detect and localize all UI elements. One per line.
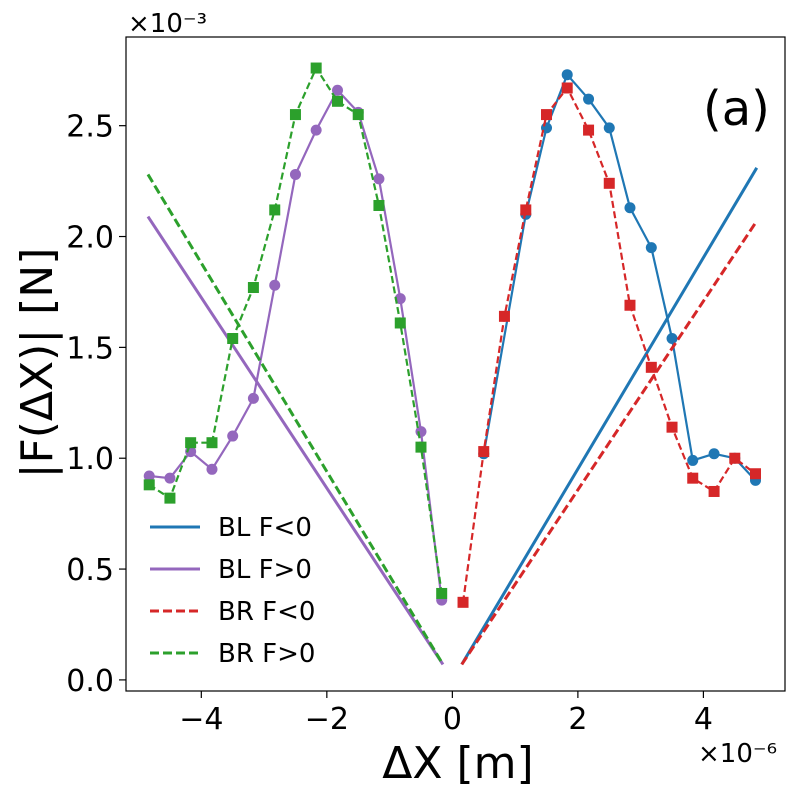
data-point-br-f-0 <box>269 204 281 216</box>
data-point-bl-f-0 <box>247 392 259 404</box>
legend-label-bl-f-0: BL F<0 <box>218 513 312 543</box>
data-point-br-f-0 <box>289 109 301 121</box>
data-point-br-f-0 <box>561 82 573 94</box>
axes-frame <box>125 36 786 692</box>
data-point-bl-f-0 <box>708 448 720 460</box>
y-tick-label: 0.0 <box>66 664 114 699</box>
data-point-br-f-0 <box>227 333 239 345</box>
legend-label-br-f-0: BR F>0 <box>218 639 315 669</box>
legend: BL F<0 BL F>0 BR F<0 BR F>0 <box>150 513 315 669</box>
data-point-br-f-0 <box>750 468 762 480</box>
data-point-bl-f-0 <box>583 93 595 105</box>
data-point-br-f-0 <box>310 62 322 74</box>
data-point-br-f-0 <box>687 472 699 484</box>
data-point-bl-f-0 <box>373 173 385 185</box>
data-point-br-f-0 <box>143 479 155 491</box>
data-point-br-f-0 <box>498 310 510 322</box>
axis-ticks: −4 −2 0 2 4 0.0 0.5 1.0 1.5 2.0 2.5 <box>66 110 713 737</box>
y-tick-label: 0.5 <box>66 553 114 588</box>
data-point-br-f-0 <box>624 299 636 311</box>
y-tick-label: 2.0 <box>66 221 114 256</box>
data-point-bl-f-0 <box>143 470 155 482</box>
data-point-br-f-0 <box>164 492 176 504</box>
panel-label: (a) <box>703 81 770 137</box>
legend-label-br-f-0: BR F<0 <box>218 597 315 627</box>
data-point-br-f-0 <box>583 124 595 136</box>
data-point-bl-f-0 <box>289 168 301 180</box>
x-scale-label: ×10⁻⁶ <box>698 739 777 769</box>
fit-line-bl-f-0 <box>146 215 445 666</box>
data-point-br-f-0 <box>541 109 553 121</box>
legend-label-bl-f-0: BL F>0 <box>218 555 312 585</box>
data-point-bl-f-0 <box>561 69 573 81</box>
plot-area <box>143 62 762 666</box>
data-point-bl-f-0 <box>687 454 699 466</box>
data-point-bl-f-0 <box>310 124 322 136</box>
y-axis-label: |F(ΔX)| [N] <box>12 248 63 479</box>
data-point-bl-f-0 <box>227 430 239 442</box>
y-scale-label: ×10⁻³ <box>128 9 207 39</box>
data-point-br-f-0 <box>332 95 344 107</box>
data-point-bl-f-0 <box>666 333 678 345</box>
data-point-bl-f-0 <box>164 472 176 484</box>
x-tick-label: −4 <box>179 702 223 737</box>
y-tick-label: 1.0 <box>66 442 114 477</box>
x-tick-label: 2 <box>568 702 587 737</box>
data-point-br-f-0 <box>394 317 406 329</box>
data-point-br-f-0 <box>603 177 615 189</box>
data-point-br-f-0 <box>457 596 469 608</box>
data-point-bl-f-0 <box>624 202 636 214</box>
data-point-br-f-0 <box>520 204 532 216</box>
data-point-bl-f-0 <box>206 463 218 475</box>
data-point-br-f-0 <box>247 282 259 294</box>
data-point-br-f-0 <box>645 361 657 373</box>
y-tick-label: 1.5 <box>66 331 114 366</box>
data-point-br-f-0 <box>206 437 218 449</box>
x-tick-label: 4 <box>694 702 713 737</box>
x-tick-label: −2 <box>305 702 349 737</box>
data-point-bl-f-0 <box>603 122 615 134</box>
fit-line-br-f-0 <box>146 173 445 666</box>
data-point-br-f-0 <box>478 446 490 458</box>
data-point-bl-f-0 <box>332 84 344 96</box>
data-point-bl-f-0 <box>269 279 281 291</box>
data-point-br-f-0 <box>666 421 678 433</box>
data-point-br-f-0 <box>415 441 427 453</box>
fit-line-br-f-0 <box>460 220 759 666</box>
x-axis-label: ΔX [m] <box>382 738 533 789</box>
data-point-br-f-0 <box>729 452 741 464</box>
data-point-br-f-0 <box>436 587 448 599</box>
data-point-br-f-0 <box>373 199 385 211</box>
y-tick-label: 2.5 <box>66 110 114 145</box>
data-point-br-f-0 <box>352 109 364 121</box>
data-point-br-f-0 <box>708 485 720 497</box>
fit-line-bl-f-0 <box>460 167 759 666</box>
x-tick-label: 0 <box>443 702 462 737</box>
data-point-bl-f-0 <box>394 293 406 305</box>
data-point-br-f-0 <box>185 437 197 449</box>
data-point-bl-f-0 <box>645 242 657 254</box>
